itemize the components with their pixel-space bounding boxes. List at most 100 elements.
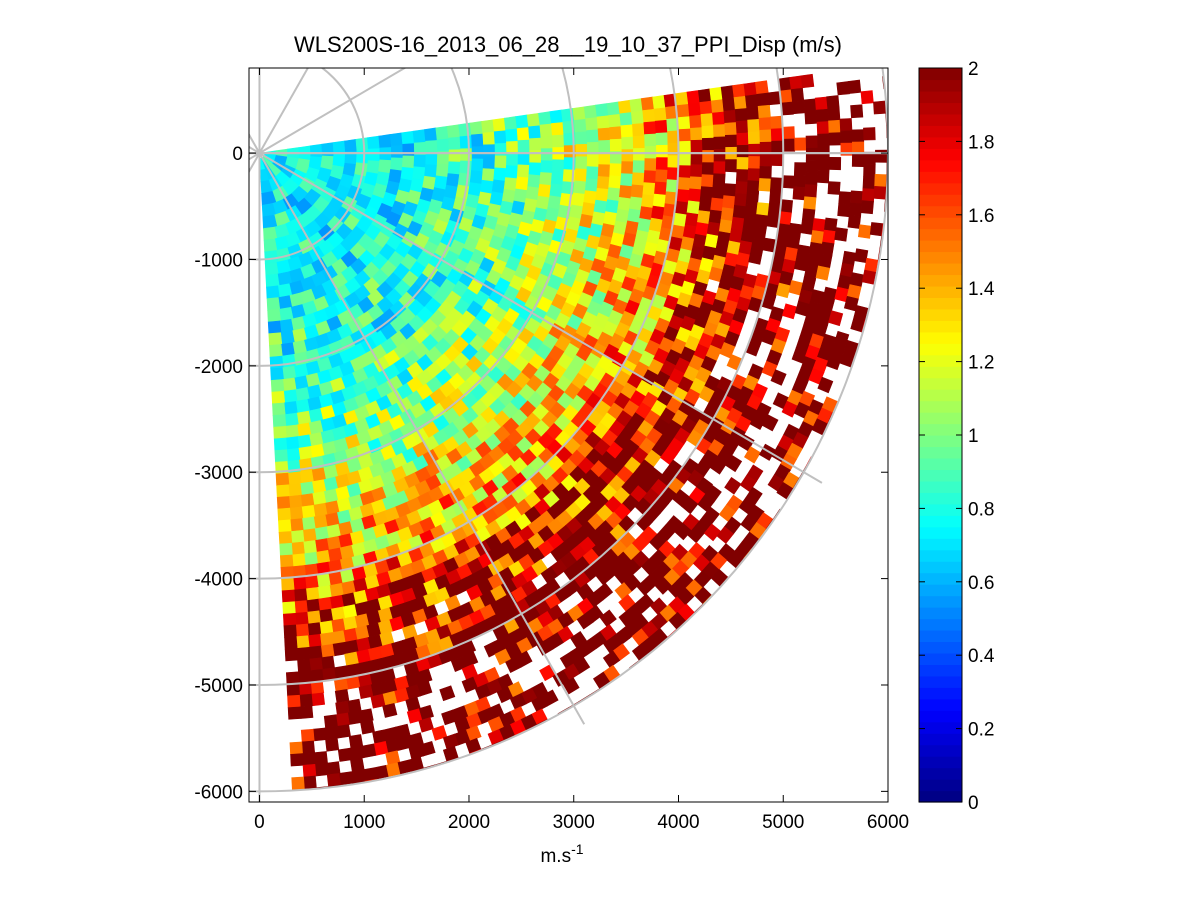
ppi-cell [864, 257, 879, 273]
y-tick-label: -6000 [194, 782, 243, 803]
ppi-cell [281, 577, 295, 592]
ppi-cell [279, 554, 294, 568]
colorbar-band [919, 68, 962, 81]
ppi-cell [308, 657, 323, 672]
chart-title: WLS200S-16_2013_06_28__19_10_37_PPI_Disp… [294, 32, 842, 57]
ppi-cell [482, 156, 496, 170]
ppi-cell [874, 173, 887, 188]
ppi-cell [690, 139, 703, 153]
ppi-cell [688, 188, 702, 203]
ppi-cell [640, 96, 655, 111]
ppi-cell [747, 168, 761, 182]
ppi-cell [281, 354, 296, 369]
ppi-cell [735, 120, 749, 134]
ppi-cell [842, 250, 857, 266]
ppi-cell [278, 531, 293, 545]
ppi-cell [730, 216, 745, 232]
colorbar-band [919, 412, 962, 425]
ppi-cell [770, 128, 784, 142]
ppi-cell [712, 124, 726, 138]
colorbar-tick-label: 0.2 [968, 720, 994, 741]
ppi-cell [296, 646, 311, 661]
ppi-cell [287, 694, 301, 708]
colorbar-band [919, 79, 962, 92]
ppi-cell [295, 399, 310, 414]
ppi-cell [689, 114, 703, 129]
ppi-cell [459, 160, 473, 175]
grid-spoke [249, 145, 260, 154]
ppi-cell [861, 188, 875, 202]
ppi-cell [732, 83, 746, 98]
ppi-cell [838, 191, 852, 205]
ppi-cell [331, 630, 346, 645]
ppi-cell [803, 98, 817, 113]
ppi-cell [289, 741, 303, 755]
ppi-cell [720, 207, 735, 222]
ppi-cell [348, 734, 364, 749]
ppi-cell [839, 118, 853, 132]
ppi-cell [759, 166, 772, 180]
ppi-cell [526, 112, 541, 128]
ppi-cell [284, 412, 299, 427]
colorbar-band [919, 698, 962, 711]
ppi-cell [712, 111, 726, 126]
ppi-cell [642, 182, 656, 197]
ppi-cell [656, 144, 669, 159]
ppi-cell [744, 204, 758, 219]
colorbar-band [919, 423, 962, 436]
ppi-cell [435, 125, 449, 141]
ppi-cell [828, 119, 841, 134]
ppi-cell [299, 693, 313, 708]
ppi-cell [655, 132, 669, 146]
ppi-cell [710, 197, 724, 212]
ppi-cell [267, 308, 282, 323]
ppi-cell [266, 297, 281, 311]
colorbar-band [919, 182, 962, 195]
ppi-cell [459, 135, 473, 150]
colorbar-tick-label: 1.8 [968, 132, 994, 153]
ppi-cell [863, 127, 876, 141]
colorbar-band [919, 320, 962, 333]
ppi-cell [295, 635, 310, 649]
ppi-cell [483, 144, 496, 158]
ppi-cell [332, 642, 347, 657]
ppi-cell [630, 110, 645, 125]
ppi-cell [725, 454, 743, 473]
ppi-cell [771, 140, 784, 154]
ppi-cell [401, 130, 415, 145]
ppi-cell [641, 194, 655, 209]
colorbar-tick-label: 0 [968, 793, 979, 814]
ppi-cell [326, 773, 341, 787]
ppi-cell [441, 709, 457, 726]
ppi-cell [655, 157, 669, 171]
ppi-cell [299, 469, 314, 484]
ppi-cell [273, 437, 288, 451]
ppi-cell [493, 130, 507, 145]
ppi-cell [277, 507, 292, 522]
ppi-cell [585, 117, 599, 131]
ppi-cell [471, 133, 484, 148]
ppi-cell [619, 112, 633, 127]
ppi-cell [296, 410, 312, 426]
ppi-cell [294, 600, 308, 614]
ppi-cell [713, 148, 726, 163]
ppi-cell [575, 156, 588, 170]
ppi-cell [326, 761, 341, 776]
ppi-cell [439, 685, 456, 702]
ppi-cell [370, 693, 386, 709]
ppi-cell [314, 762, 329, 777]
ppi-cell [860, 90, 874, 105]
ppi-cell [505, 165, 519, 179]
ppi-cell [873, 100, 887, 115]
ppi-cell [686, 90, 701, 105]
ppi-cell [525, 186, 540, 201]
ppi-cell [494, 648, 512, 666]
ppi-cell [298, 446, 313, 461]
polar-grid [249, 68, 888, 802]
ppi-cell [781, 400, 798, 418]
ppi-cell [285, 424, 300, 439]
colorbar-band [919, 584, 962, 597]
ppi-cell [834, 227, 848, 242]
colorbar-band [919, 538, 962, 551]
ppi-cell [278, 519, 292, 533]
